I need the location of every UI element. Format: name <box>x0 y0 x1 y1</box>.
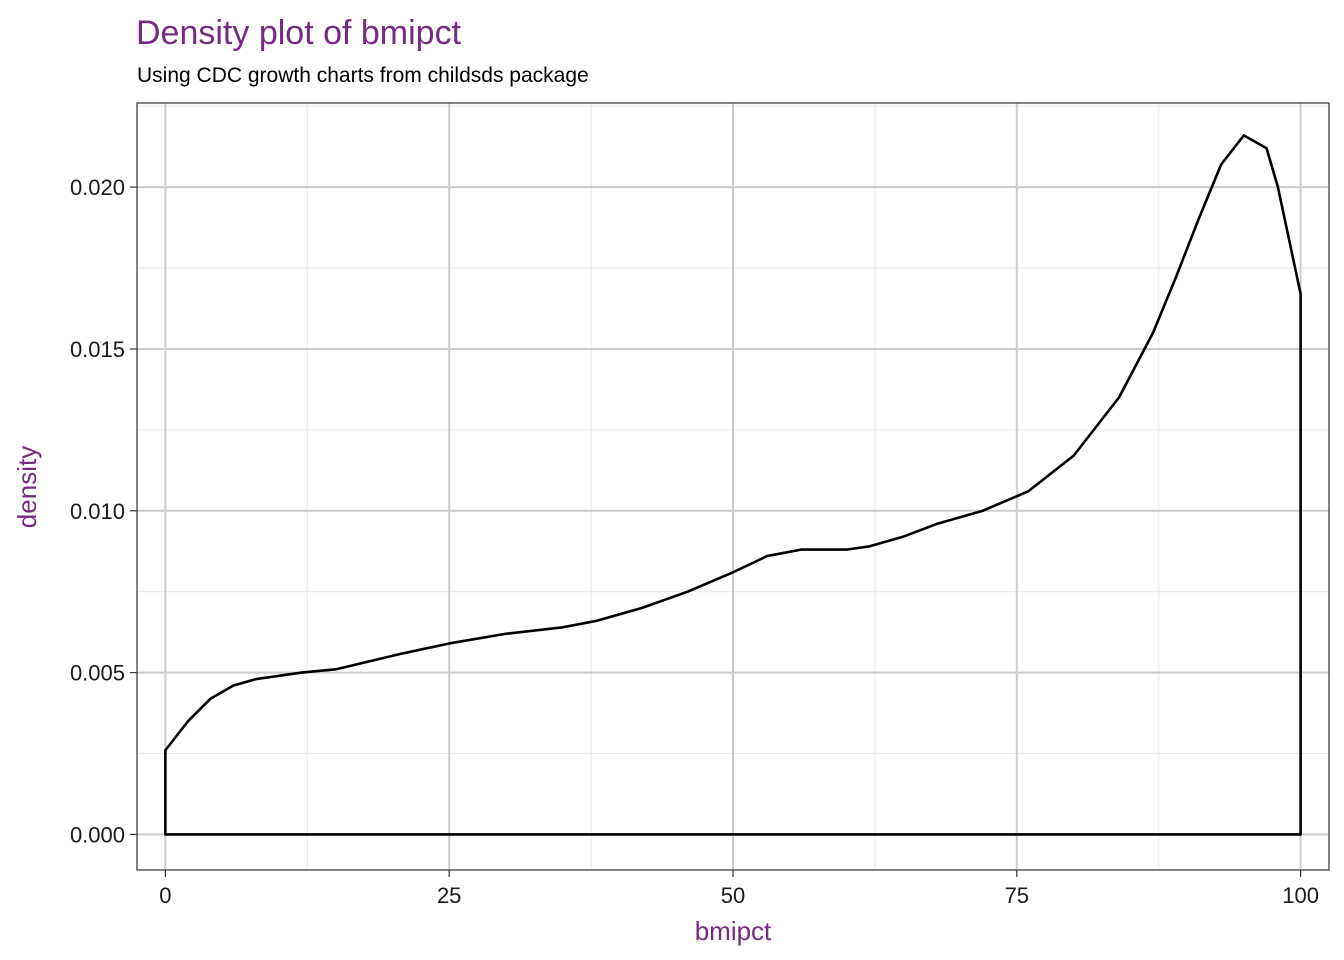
x-tick-label: 25 <box>437 883 461 908</box>
y-tick-label: 0.000 <box>70 822 125 847</box>
chart-subtitle: Using CDC growth charts from childsds pa… <box>137 64 589 87</box>
y-tick-label: 0.015 <box>70 337 125 362</box>
x-tick-label: 0 <box>159 883 171 908</box>
y-axis: 0.000 0.005 0.010 0.015 0.020 <box>70 175 137 847</box>
x-tick-label: 75 <box>1005 883 1029 908</box>
chart-title: Density plot of bmipct <box>136 14 462 52</box>
x-axis-title: bmipct <box>695 916 772 946</box>
density-marks <box>164 134 1302 836</box>
y-tick-label: 0.005 <box>70 661 125 686</box>
plot-panel <box>136 102 1330 871</box>
density-line <box>164 134 1302 836</box>
y-tick-label: 0.010 <box>70 499 125 524</box>
y-axis-title: density <box>12 446 42 528</box>
y-tick-label: 0.020 <box>70 175 125 200</box>
x-axis: 0 25 50 75 100 <box>159 870 1319 908</box>
x-tick-label: 100 <box>1282 883 1319 908</box>
x-tick-label: 50 <box>721 883 745 908</box>
